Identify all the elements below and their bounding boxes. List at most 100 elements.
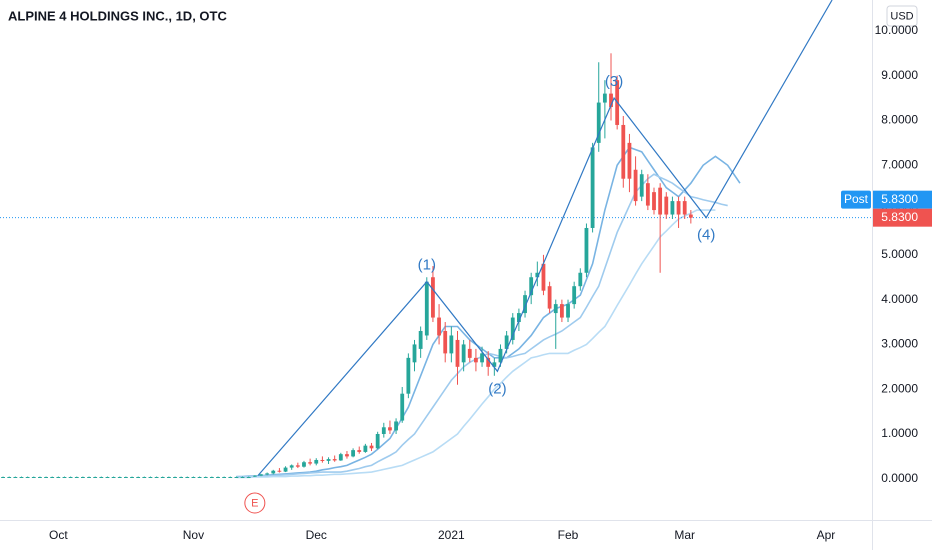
candle-body bbox=[682, 201, 687, 215]
wave-label: (1) bbox=[418, 257, 436, 274]
post-tag bbox=[841, 190, 871, 209]
candle-body bbox=[246, 477, 251, 479]
candle-body bbox=[320, 459, 325, 461]
candle-body bbox=[455, 339, 460, 367]
wave-line bbox=[257, 0, 833, 477]
wave-label: (4) bbox=[697, 227, 715, 244]
candle-body bbox=[602, 93, 607, 103]
candle-body bbox=[80, 477, 85, 479]
candle-body bbox=[492, 362, 497, 367]
candle-body bbox=[375, 434, 380, 449]
chart-title: ALPINE 4 HOLDINGS INC., 1D, OTC bbox=[8, 8, 227, 23]
candle-body bbox=[480, 353, 484, 363]
candle-body bbox=[424, 281, 429, 336]
candle-body bbox=[38, 477, 42, 479]
candle-body bbox=[523, 295, 527, 314]
candle-body bbox=[437, 317, 441, 336]
wave-label: (3) bbox=[605, 73, 623, 90]
candle-body bbox=[197, 477, 202, 479]
candle-body bbox=[179, 477, 184, 479]
post-tag-label: Post bbox=[844, 192, 869, 206]
candle-body bbox=[13, 477, 18, 479]
candle-body bbox=[271, 470, 276, 474]
candle-body bbox=[240, 477, 245, 479]
candle-body bbox=[658, 187, 663, 215]
y-tick-label: 5.0000 bbox=[881, 247, 918, 261]
candle-body bbox=[609, 93, 613, 108]
candle-body bbox=[31, 477, 36, 479]
candle-body bbox=[185, 477, 190, 479]
y-tick-label: 4.0000 bbox=[881, 292, 918, 306]
candle-body bbox=[130, 477, 134, 479]
candle-body bbox=[142, 477, 147, 479]
y-tick-label: 2.0000 bbox=[881, 381, 918, 395]
candle-body bbox=[25, 477, 30, 479]
candle-body bbox=[56, 477, 61, 479]
candle-body bbox=[326, 459, 331, 461]
candle-body bbox=[627, 142, 632, 179]
candle-body bbox=[314, 459, 319, 464]
candle-body bbox=[621, 124, 626, 179]
currency-label[interactable]: USD bbox=[890, 10, 913, 22]
candle-body bbox=[418, 330, 423, 349]
candle-body bbox=[388, 427, 392, 431]
candle-body bbox=[259, 474, 263, 476]
candle-body bbox=[676, 201, 681, 215]
candle-body bbox=[504, 335, 509, 349]
x-tick-label: Oct bbox=[49, 528, 68, 542]
x-tick-label: Dec bbox=[306, 528, 327, 542]
post-price-label: 5.8300 bbox=[881, 192, 918, 206]
candle-body bbox=[394, 421, 398, 431]
candle-body bbox=[332, 459, 337, 461]
candle-body bbox=[7, 477, 12, 479]
candle-body bbox=[105, 477, 110, 479]
candle-body bbox=[639, 174, 644, 197]
x-tick-label: 2021 bbox=[438, 528, 465, 542]
candle-body bbox=[664, 196, 669, 215]
x-tick-label: Nov bbox=[183, 528, 204, 542]
candle-body bbox=[584, 227, 589, 273]
candle-body bbox=[228, 477, 233, 479]
candle-body bbox=[19, 477, 24, 479]
candle-body bbox=[148, 477, 153, 479]
candle-body bbox=[289, 465, 294, 468]
candle-body bbox=[203, 477, 208, 479]
candle-body bbox=[345, 454, 349, 457]
candle-body bbox=[510, 317, 515, 340]
candle-body bbox=[443, 330, 448, 354]
candle-body bbox=[449, 335, 454, 354]
candle-body bbox=[68, 477, 73, 479]
candle-body bbox=[357, 450, 362, 452]
y-tick-label: 3.0000 bbox=[881, 337, 918, 351]
candle-body bbox=[160, 477, 165, 479]
candle-body bbox=[572, 286, 577, 305]
y-tick-label: 8.0000 bbox=[881, 113, 918, 127]
candle-body bbox=[117, 477, 122, 479]
candle-body bbox=[541, 263, 546, 291]
candle-body bbox=[406, 357, 411, 394]
candle-body bbox=[645, 183, 650, 206]
post-price-box bbox=[873, 190, 932, 209]
candle-body bbox=[467, 348, 472, 358]
candle-body bbox=[566, 304, 570, 318]
y-tick-label: 9.0000 bbox=[881, 68, 918, 82]
candle-body bbox=[547, 286, 552, 309]
y-tick-label: 0.0000 bbox=[881, 471, 918, 485]
plot-area bbox=[0, 0, 872, 479]
candle-body bbox=[99, 477, 104, 479]
candle-body bbox=[216, 477, 220, 479]
candle-body bbox=[44, 477, 48, 479]
currency-button[interactable] bbox=[886, 5, 918, 27]
candle-body bbox=[529, 277, 534, 296]
candle-body bbox=[87, 477, 91, 479]
candle-body bbox=[559, 304, 564, 318]
candle-body bbox=[173, 477, 177, 479]
candle-body bbox=[154, 477, 159, 479]
candle-body bbox=[209, 477, 214, 479]
candle-body bbox=[553, 304, 558, 314]
candle-body bbox=[265, 473, 270, 475]
candle-body bbox=[578, 272, 583, 287]
